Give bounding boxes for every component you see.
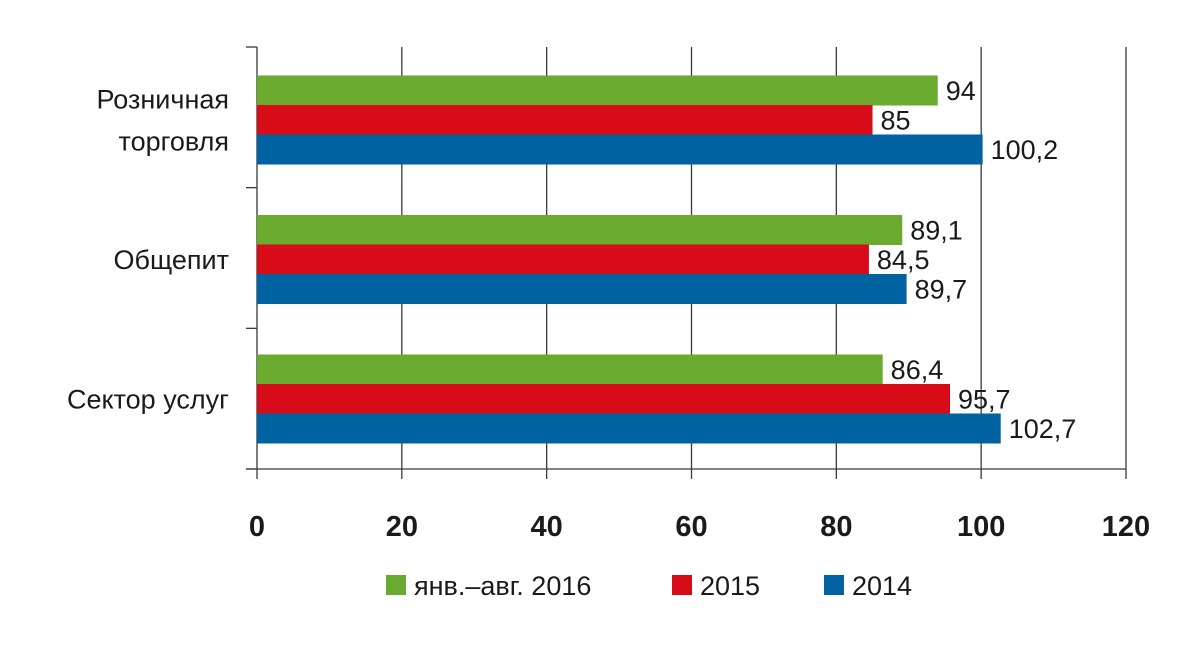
legend-swatch-1 <box>672 575 692 595</box>
bars <box>257 75 1001 444</box>
data-label-0-2: 100,2 <box>991 135 1059 165</box>
data-label-1-0: 89,1 <box>910 215 963 245</box>
bar-1-1 <box>257 244 869 275</box>
x-tick-label-0: 0 <box>249 511 265 543</box>
x-tick-label-40: 40 <box>531 511 563 543</box>
x-tick-label-100: 100 <box>957 511 1005 543</box>
x-tick-labels: 0 20 40 60 80 100 120 <box>249 511 1150 543</box>
bar-1-0 <box>257 215 903 245</box>
category-labels: Розничная торговля Общепит Сектор услуг <box>67 84 229 414</box>
legend-label-1: 2015 <box>700 571 760 601</box>
data-label-2-0: 86,4 <box>891 355 944 385</box>
legend-label-2: 2014 <box>852 571 912 601</box>
category-label-line: Общепит <box>114 245 229 275</box>
data-label-2-1: 95,7 <box>958 384 1011 414</box>
x-tick-label-120: 120 <box>1102 511 1150 543</box>
legend-swatch-0 <box>386 575 406 595</box>
category-label-2: Сектор услуг <box>67 384 229 414</box>
bar-1-2 <box>257 274 907 304</box>
legend-label-0: янв.–авг. 2016 <box>414 571 591 601</box>
data-label-1-1: 84,5 <box>877 245 930 275</box>
x-tick-label-80: 80 <box>820 511 852 543</box>
category-label-0: Розничная торговля <box>96 84 229 156</box>
bar-0-2 <box>257 134 983 165</box>
category-label-line: торговля <box>119 126 229 156</box>
category-label-1: Общепит <box>114 245 229 275</box>
bar-2-2 <box>257 413 1001 444</box>
x-tick-label-60: 60 <box>675 511 707 543</box>
bar-0-0 <box>257 75 938 106</box>
data-label-2-2: 102,7 <box>1009 414 1077 444</box>
data-label-1-2: 89,7 <box>915 274 968 304</box>
legend-swatch-2 <box>824 575 844 595</box>
data-label-0-0: 94 <box>946 76 976 106</box>
category-label-line: Сектор услуг <box>67 384 229 414</box>
bar-0-1 <box>257 105 873 135</box>
category-label-line: Розничная <box>96 84 229 114</box>
data-label-0-1: 85 <box>881 105 911 135</box>
legend: янв.–авг. 2016 2015 2014 <box>386 571 912 601</box>
bar-2-1 <box>257 384 951 414</box>
x-tick-label-20: 20 <box>386 511 418 543</box>
bar-2-0 <box>257 354 883 385</box>
